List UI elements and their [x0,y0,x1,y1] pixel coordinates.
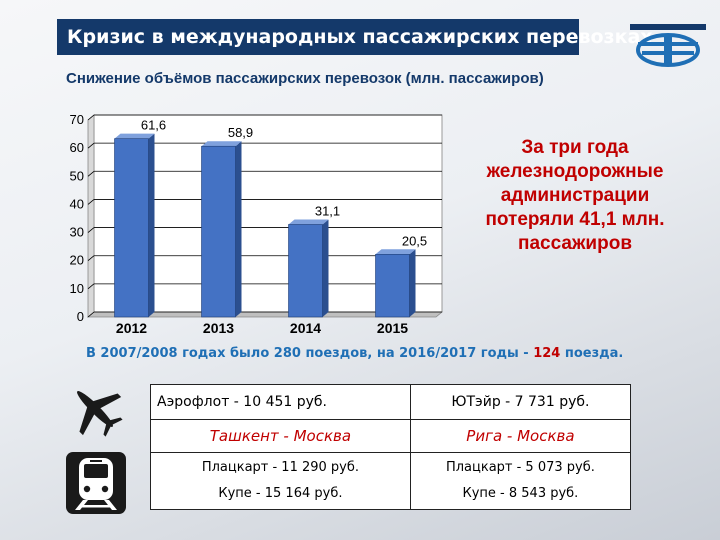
gridline-side [87,227,95,233]
rail-fare-left-kupe: Купе - 15 164 руб. [218,486,343,501]
trains-note: В 2007/2008 годах было 280 поездов, на 2… [86,346,706,361]
y-tick-label: 10 [70,281,84,296]
trains-note-suffix: поезда. [560,346,624,361]
bar-side [322,219,329,317]
rail-fare-left: Плацкарт - 11 290 руб. Купе - 15 164 руб… [150,452,411,510]
slide-title: Кризис в международных пассажирских пере… [57,19,653,55]
x-tick-label: 2015 [377,320,408,336]
airfare-right: ЮТэйр - 7 731 руб. [409,384,632,420]
route-row: Ташкент - Москва Рига - Москва [150,419,632,453]
rail-fare-left-platzkart: Плацкарт - 11 290 руб. [201,460,360,475]
airfare-left: Аэрофлот - 10 451 руб. [150,384,411,420]
trains-note-highlight: 124 [533,346,561,361]
bar-side [235,141,242,317]
bar [375,254,410,318]
y-tick-label: 70 [70,112,84,127]
data-label: 20,5 [402,233,427,248]
rail-fare-right: Плацкарт - 5 073 руб. Купе - 8 543 руб. [409,452,632,510]
railway-logo [630,24,706,67]
x-tick-label: 2012 [116,320,147,336]
x-tick-label: 2014 [290,320,321,336]
rail-fare-right-kupe: Купе - 8 543 руб. [462,486,579,501]
y-tick-label: 40 [70,196,84,211]
trains-note-prefix: В 2007/2008 годах было 280 поездов, на 2… [86,346,534,361]
bar-top [288,219,329,225]
rail-fare-row: Плацкарт - 11 290 руб. Купе - 15 164 руб… [150,452,632,510]
y-tick-label: 0 [77,309,84,324]
gridline-side [87,170,95,177]
gridline-side [87,142,95,149]
price-table: Аэрофлот - 10 451 руб. ЮТэйр - 7 731 руб… [150,384,632,510]
route-left: Ташкент - Москва [150,419,411,453]
bar-top [375,249,416,255]
gridline-side [87,255,95,262]
gridline-side [87,114,95,121]
data-label: 58,9 [228,125,253,140]
data-label: 61,6 [141,118,166,133]
bar-side [409,249,416,317]
route-right: Рига - Москва [409,419,632,453]
y-tick-label: 60 [70,140,84,155]
bar [201,145,236,318]
y-tick-label: 50 [70,168,84,183]
bar-top [201,141,242,147]
x-tick-label: 2013 [203,320,234,336]
callout-text: За три года железнодорожные администраци… [485,137,665,254]
airplane-icon [77,391,123,437]
gridline-side [87,283,95,290]
bar [114,138,149,318]
bar [288,224,323,318]
data-label: 31,1 [315,203,340,218]
gridline-side [87,199,95,205]
gridline-side [87,311,95,318]
chart-subtitle: Снижение объёмов пассажирских перевозок … [66,70,544,87]
y-tick-label: 30 [70,225,84,240]
rail-fare-right-platzkart: Плацкарт - 5 073 руб. [445,460,595,475]
y-tick-label: 20 [70,253,84,268]
passenger-bar-chart: 0 10 20 30 40 50 60 70 61,6 2012 58,9 2013 31,1 2014 2… [70,112,444,336]
bar-side [148,133,155,317]
bar-top [114,133,155,139]
train-icon [66,452,126,514]
airfare-row: Аэрофлот - 10 451 руб. ЮТэйр - 7 731 руб… [150,384,632,420]
